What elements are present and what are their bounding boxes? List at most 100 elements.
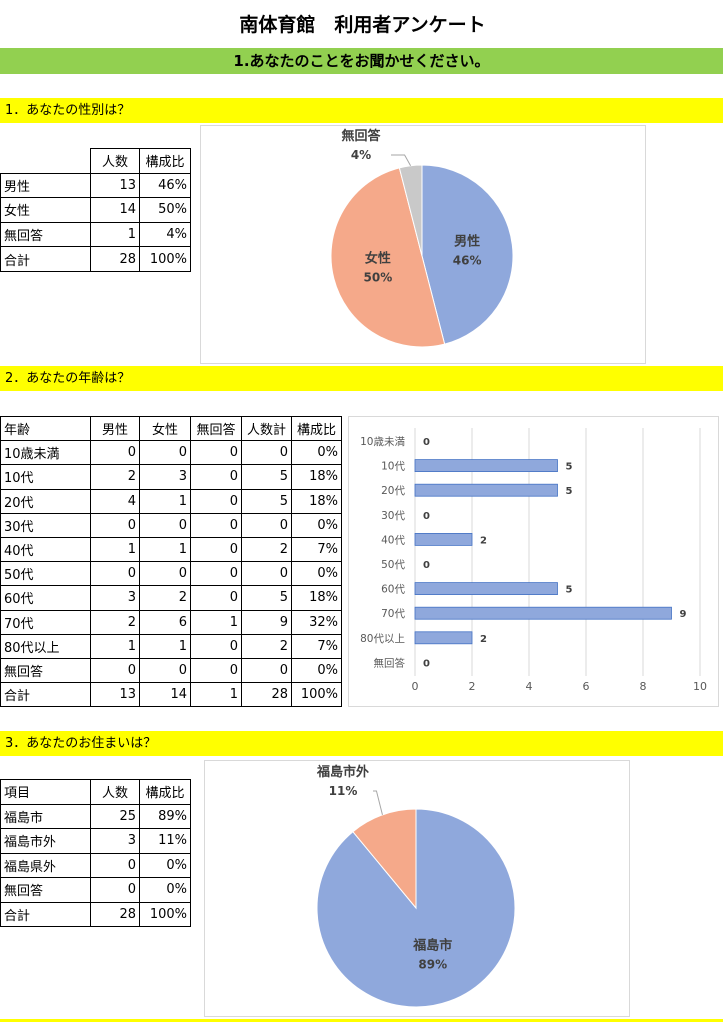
table-row: 合計 28 100%: [0, 246, 191, 272]
header-cell: 女性: [139, 415, 191, 442]
table-row: 合計 28 100%: [0, 901, 191, 927]
header-cell: 人数計: [241, 415, 292, 442]
table-cell: 2: [241, 536, 292, 563]
chart-frame: [200, 125, 646, 364]
table-row: 30代 0 0 0 0 0%: [0, 512, 342, 538]
table-cell: 32%: [291, 609, 342, 635]
table-row: 男性 13 46%: [0, 172, 191, 199]
header-row: 項目 人数 構成比: [0, 779, 191, 805]
table-cell: 5: [241, 464, 292, 490]
table-cell: 13: [90, 172, 140, 199]
table-cell: 60代: [0, 585, 91, 611]
table-cell: 0: [190, 585, 242, 611]
table-row: 女性 14 50%: [0, 197, 191, 223]
bar: [414, 631, 473, 645]
header-cell: [0, 148, 91, 174]
table-cell: 0: [90, 440, 140, 466]
table-cell: 0: [139, 440, 191, 466]
table-cell: 46%: [139, 172, 191, 199]
table-cell: 1: [90, 633, 140, 659]
table-cell: 0: [139, 561, 191, 587]
table-row: 無回答 0 0 0 0 0%: [0, 657, 342, 684]
table-cell: 1: [90, 221, 140, 248]
table-cell: 11%: [139, 828, 191, 854]
table-cell: 0: [139, 512, 191, 538]
table-cell: 70代: [0, 609, 91, 635]
table-cell: 0%: [291, 657, 342, 684]
table-cell: 0%: [291, 440, 342, 466]
y-tick-label: 70代: [381, 608, 405, 620]
table-cell: 28: [90, 901, 140, 927]
section-heading: 3．あなたのお住まいは？: [0, 731, 723, 756]
table-cell: 3: [90, 585, 140, 611]
bar: [414, 582, 558, 595]
table-cell: 2: [90, 609, 140, 635]
table-cell: 1: [190, 682, 242, 708]
table-cell: 9: [241, 609, 292, 635]
table-cell: 100%: [139, 246, 191, 272]
section-heading: 1．あなたの性別は？: [0, 98, 723, 123]
table-cell: 40代: [0, 536, 91, 563]
chart-frame: [204, 760, 630, 1017]
table-cell: 1: [90, 536, 140, 563]
table-cell: 30代: [0, 512, 91, 538]
table-cell: 3: [90, 828, 140, 854]
x-tick-label: 0: [412, 680, 419, 693]
slice-label: 無回答: [341, 128, 381, 144]
table-cell: 0: [241, 512, 292, 538]
table-row: 合計 13 14 1 28 100%: [0, 682, 342, 708]
table-cell: 0: [190, 536, 242, 563]
pie-slice: [421, 164, 514, 345]
value-label: 0: [423, 658, 430, 669]
table-cell: 1: [139, 536, 191, 563]
value-label: 0: [423, 511, 430, 522]
y-tick-label: 20代: [381, 485, 405, 497]
table-cell: 13: [90, 682, 140, 708]
table-cell: 10歳未満: [0, 440, 91, 466]
value-label: 0: [423, 437, 430, 448]
table-row: 70代 2 6 1 9 32%: [0, 609, 342, 635]
slice-label: 福島市外: [316, 764, 369, 780]
table-cell: 6: [139, 609, 191, 635]
x-tick-label: 6: [583, 680, 590, 693]
data-table: 項目 人数 構成比 福島市 25 89% 福島市外 3 11% 福島県外 0 0% 無回答 0 0% 合計 28…: [0, 779, 191, 927]
table-cell: 0: [241, 440, 292, 466]
y-tick-label: 80代以上: [360, 633, 405, 645]
table-cell: 18%: [291, 585, 342, 611]
table-cell: 2: [241, 633, 292, 659]
header-cell: 構成比: [139, 779, 191, 805]
table-cell: 50%: [139, 197, 191, 223]
header-cell: 構成比: [291, 415, 342, 442]
slice-label: 福島市: [412, 938, 452, 954]
table-cell: 100%: [291, 682, 342, 708]
table-cell: 0: [241, 657, 292, 684]
table-cell: 0: [90, 657, 140, 684]
table-cell: 0%: [291, 512, 342, 538]
table-cell: 1: [190, 609, 242, 635]
table-row: 20代 4 1 0 5 18%: [0, 488, 342, 514]
table-row: 福島県外 0 0%: [0, 852, 191, 878]
table-cell: 50代: [0, 561, 91, 587]
table-cell: 28: [90, 246, 140, 272]
table-cell: 10代: [0, 464, 91, 490]
table-cell: 2: [90, 464, 140, 490]
table-cell: 0: [139, 657, 191, 684]
table-cell: 0%: [139, 852, 191, 878]
table-cell: 5: [241, 488, 292, 514]
table-cell: 89%: [139, 803, 191, 829]
footer-rule: [0, 1019, 723, 1022]
header-row: 年齢 男性 女性 無回答 人数計 構成比: [0, 415, 342, 442]
table-cell: 無回答: [0, 221, 91, 248]
table-cell: 福島市外: [0, 828, 91, 854]
y-tick-label: 10歳未満: [360, 436, 405, 448]
slice-value-label: 46%: [453, 253, 482, 267]
bar: [414, 533, 473, 546]
table-row: 60代 3 2 0 5 18%: [0, 585, 342, 611]
table-row: 10代 2 3 0 5 18%: [0, 464, 342, 490]
table-cell: 18%: [291, 488, 342, 514]
table-cell: 2: [139, 585, 191, 611]
data-table: 人数 構成比 男性 13 46% 女性 14 50% 無回答 1 4% 合計 28 100%: [0, 148, 191, 272]
y-tick-label: 30代: [381, 510, 405, 522]
y-tick-label: 40代: [381, 534, 405, 546]
